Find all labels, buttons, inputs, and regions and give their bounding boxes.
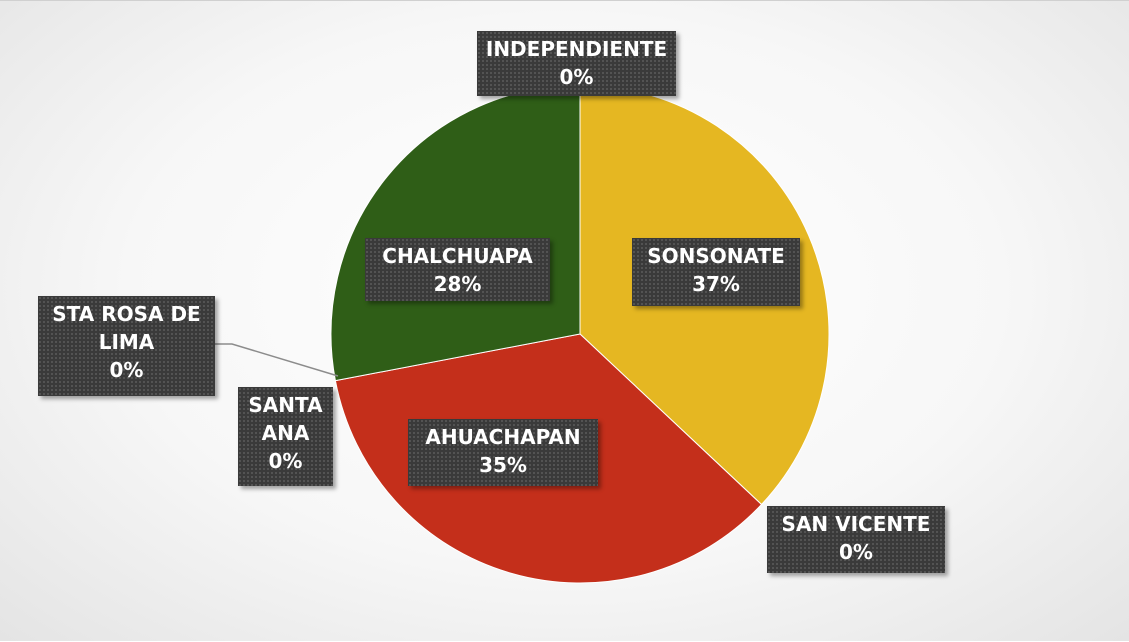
data-label: SONSONATE 37% <box>632 238 800 306</box>
data-label: INDEPENDIENTE 0% <box>477 31 676 96</box>
data-label: CHALCHUAPA 28% <box>365 238 550 301</box>
category-label: STA ROSA DE LIMA <box>52 302 201 354</box>
value-label: 0% <box>109 358 144 382</box>
data-label: AHUACHAPAN 35% <box>408 419 598 486</box>
value-label: 35% <box>479 453 527 477</box>
pie-slice <box>330 84 581 382</box>
data-label: SAN VICENTE 0% <box>767 506 945 573</box>
category-label: SANTA ANA <box>248 393 323 445</box>
category-label: SAN VICENTE <box>781 512 931 536</box>
category-label: SONSONATE <box>647 244 785 268</box>
data-label: STA ROSA DE LIMA 0% <box>38 296 215 396</box>
leader-line <box>215 343 339 377</box>
value-label: 0% <box>559 65 594 89</box>
value-label: 0% <box>268 449 303 473</box>
value-label: 37% <box>692 272 740 296</box>
value-label: 28% <box>433 272 482 296</box>
data-label: SANTA ANA 0% <box>238 387 333 486</box>
category-label: AHUACHAPAN <box>425 425 581 449</box>
value-label: 0% <box>839 540 873 564</box>
category-label: CHALCHUAPA <box>382 244 533 268</box>
category-label: INDEPENDIENTE <box>485 37 668 61</box>
